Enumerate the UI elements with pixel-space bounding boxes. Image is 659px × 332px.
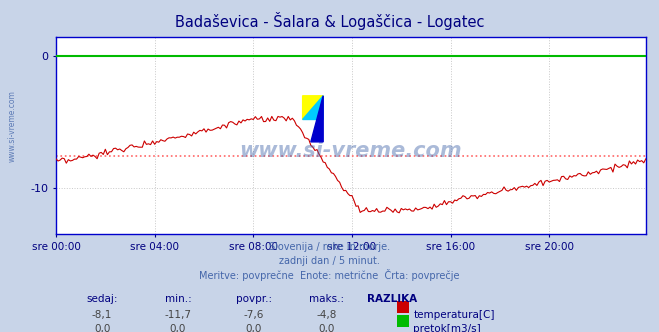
Bar <box>397 315 409 327</box>
Text: povpr.:: povpr.: <box>236 294 272 304</box>
Text: RAZLIKA: RAZLIKA <box>367 294 417 304</box>
Text: Meritve: povprečne  Enote: metrične  Črta: povprečje: Meritve: povprečne Enote: metrične Črta:… <box>199 269 460 281</box>
Text: -11,7: -11,7 <box>165 310 191 320</box>
Bar <box>397 301 409 313</box>
Text: temperatura[C]: temperatura[C] <box>413 310 495 320</box>
Text: 0,0: 0,0 <box>170 324 186 332</box>
Text: -4,8: -4,8 <box>316 310 336 320</box>
Text: maks.:: maks.: <box>308 294 344 304</box>
Text: 0,0: 0,0 <box>318 324 334 332</box>
Text: min.:: min.: <box>165 294 191 304</box>
Text: 0,0: 0,0 <box>94 324 110 332</box>
Text: Slovenija / reke in morje.: Slovenija / reke in morje. <box>269 242 390 252</box>
Text: www.si-vreme.com: www.si-vreme.com <box>8 90 17 162</box>
Text: sedaj:: sedaj: <box>86 294 118 304</box>
Text: www.si-vreme.com: www.si-vreme.com <box>240 141 462 161</box>
Text: zadnji dan / 5 minut.: zadnji dan / 5 minut. <box>279 256 380 266</box>
Text: -7,6: -7,6 <box>244 310 264 320</box>
Polygon shape <box>311 96 323 142</box>
Text: Badaševica - Šalara & Logaščica - Logatec: Badaševica - Šalara & Logaščica - Logate… <box>175 12 484 30</box>
Text: -8,1: -8,1 <box>92 310 112 320</box>
Polygon shape <box>302 96 323 120</box>
Text: 0,0: 0,0 <box>246 324 262 332</box>
Text: pretok[m3/s]: pretok[m3/s] <box>413 324 481 332</box>
Polygon shape <box>302 96 323 120</box>
